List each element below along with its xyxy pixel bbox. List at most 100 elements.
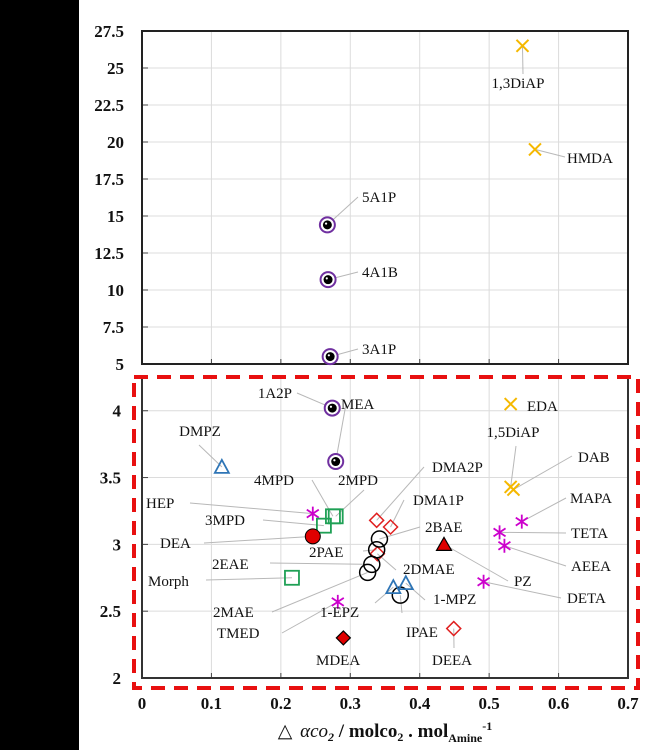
point-label: 3A1P — [362, 342, 396, 358]
marker-tertiary-diamond — [369, 545, 386, 562]
leader-line — [374, 586, 394, 604]
marker-alkanolamine-dot — [323, 399, 341, 417]
point-label: HMDA — [567, 151, 613, 167]
point-label: DEEA — [432, 653, 472, 669]
leader-line — [311, 479, 334, 517]
data-markers — [213, 39, 542, 646]
point-label: HEP — [146, 496, 174, 512]
leader-line — [205, 577, 292, 581]
x-axis-title-unit1-sub: 2 — [397, 730, 403, 744]
leader-line — [443, 543, 509, 582]
point-labels: 1,3DiAP HMDA 5A1P 4A1B 3A1P 1A2P MEA EDA 1,5DiAP… — [146, 76, 613, 669]
leader-line — [483, 581, 562, 599]
marker-piperazine-triangle — [213, 457, 231, 474]
x-tick-label: 0.5 — [479, 694, 500, 713]
point-label: DMA1P — [413, 493, 464, 509]
marker-alkanolamine-dot — [319, 271, 337, 289]
x-axis-title-unit2: mol — [418, 721, 449, 742]
marker-piperidine-square — [327, 508, 344, 525]
point-label: 1-EPZ — [320, 605, 359, 621]
y-tick-label-upper: 17.5 — [94, 170, 124, 189]
marker-circle — [363, 555, 381, 574]
marker-asterisk — [477, 574, 491, 589]
x-axis-title-unit2-sup: -1 — [482, 719, 492, 733]
leader-line — [521, 45, 524, 75]
marker-highlight — [325, 277, 328, 280]
marker-amine-circle — [363, 555, 381, 574]
x-axis-title-unit2-sub: Amine — [448, 731, 483, 745]
leader-line — [534, 148, 566, 158]
marker-square — [284, 569, 300, 586]
point-label: DMA2P — [432, 460, 483, 476]
y-tick-label-upper: 12.5 — [94, 244, 124, 263]
point-label: 1-MPZ — [433, 592, 476, 608]
leader-line — [521, 497, 567, 523]
leader-line — [376, 466, 425, 521]
marker-polyamine-star — [306, 506, 320, 521]
y-tick-label-lower: 2.5 — [100, 602, 121, 621]
lower-panel-highlight-box — [132, 375, 640, 690]
marker-diamond — [369, 545, 386, 562]
marker-diamine-x — [503, 397, 518, 411]
marker-triangle — [435, 536, 453, 551]
point-label: Morph — [148, 574, 189, 590]
leader-line — [189, 502, 313, 515]
x-axis-title-slash: / — [334, 721, 349, 742]
marker-piperidine-square — [284, 569, 300, 586]
point-label: 4A1B — [362, 265, 398, 281]
leader-line — [203, 535, 313, 544]
y-tick-label-lower: 3.5 — [100, 469, 121, 488]
marker-tertiary-diamond — [368, 512, 385, 529]
leader-line — [513, 455, 573, 491]
point-label: DETA — [567, 591, 606, 607]
marker-dot — [327, 403, 337, 413]
marker-dot — [322, 220, 332, 230]
marker-diamine-x — [506, 482, 521, 497]
marker-dot — [331, 457, 341, 467]
y-tick-label-upper: 10 — [107, 281, 124, 300]
marker-x — [515, 39, 530, 53]
marker-polyamine-star — [331, 594, 345, 609]
point-label: TETA — [571, 526, 608, 542]
marker-highlight — [324, 222, 328, 225]
point-label: DEA — [160, 536, 191, 552]
point-label: 5A1P — [362, 190, 396, 206]
x-axis-title-unit1: molco — [349, 721, 398, 742]
leader-line — [504, 545, 567, 567]
y-tick-label-upper: 15 — [107, 207, 124, 226]
leader-line — [262, 519, 324, 527]
left-black-band — [0, 0, 79, 750]
point-label: DMPZ — [179, 424, 221, 440]
point-label: MAPA — [570, 491, 612, 507]
point-label: 2MAE — [213, 605, 254, 621]
marker-polyamine-star — [497, 538, 511, 553]
x-axis-title-prefix: △ — [278, 721, 293, 742]
point-label: DAB — [578, 450, 610, 466]
leader-line — [499, 531, 567, 534]
marker-x — [506, 482, 521, 497]
marker-amine-circle — [358, 563, 377, 582]
point-label: IPAE — [406, 625, 438, 641]
marker-circle — [304, 528, 321, 545]
leader-line — [269, 562, 372, 565]
y-tick-label-lower: 2 — [113, 669, 122, 688]
point-label: 4MPD — [254, 473, 294, 489]
upper-panel-frame — [141, 30, 629, 365]
marker-highlight — [333, 459, 336, 462]
marker-diamine-x — [515, 39, 530, 53]
marker-polyamine-star — [493, 525, 507, 540]
point-label: 2DMAE — [403, 562, 455, 578]
y-tick-label-upper: 22.5 — [94, 96, 124, 115]
marker-asterisk — [515, 514, 529, 529]
point-label: 2PAE — [309, 545, 343, 561]
marker-polyamine-star — [515, 514, 529, 529]
leader-line — [405, 582, 426, 601]
y-tick-label-lower: 3 — [113, 535, 122, 554]
x-tick-label: 0.7 — [617, 694, 639, 713]
marker-square — [316, 517, 332, 534]
point-label: TMED — [217, 626, 260, 642]
marker-triangle — [397, 574, 415, 591]
lower-panel-frame — [141, 376, 629, 679]
marker-amine-circle — [370, 530, 389, 548]
